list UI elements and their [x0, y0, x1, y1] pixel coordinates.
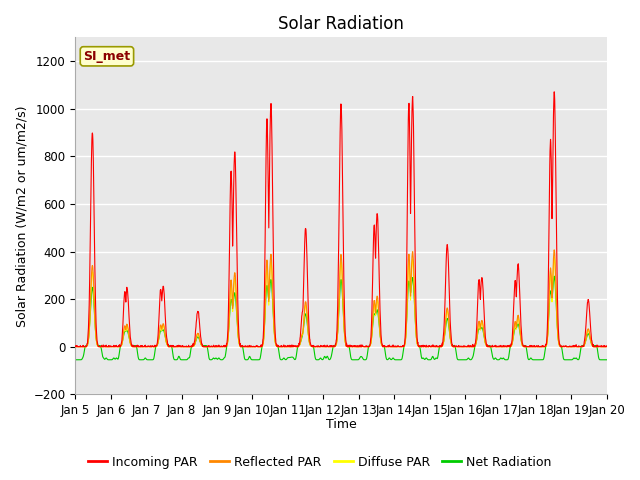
Text: SI_met: SI_met: [83, 50, 131, 63]
Title: Solar Radiation: Solar Radiation: [278, 15, 404, 33]
Legend: Incoming PAR, Reflected PAR, Diffuse PAR, Net Radiation: Incoming PAR, Reflected PAR, Diffuse PAR…: [83, 451, 557, 474]
X-axis label: Time: Time: [326, 419, 356, 432]
Y-axis label: Solar Radiation (W/m2 or um/m2/s): Solar Radiation (W/m2 or um/m2/s): [15, 105, 28, 326]
